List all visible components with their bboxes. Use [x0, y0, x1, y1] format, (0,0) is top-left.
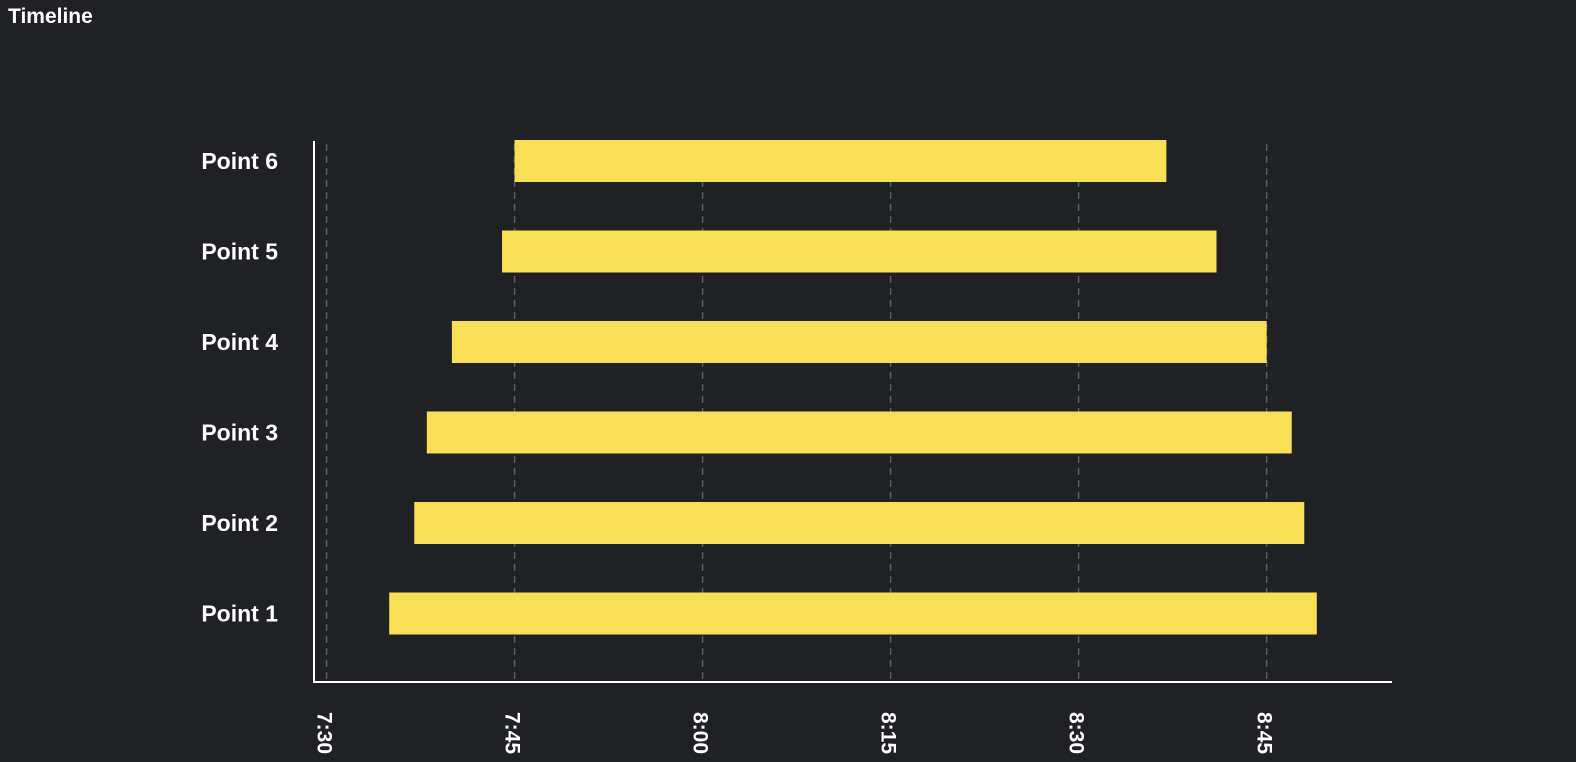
x-tick-label: 8:45 — [1253, 712, 1276, 754]
x-tick-label: 7:30 — [313, 712, 336, 754]
y-category-label: Point 4 — [201, 329, 278, 355]
y-category-label: Point 5 — [201, 239, 278, 265]
y-category-label: Point 3 — [201, 420, 278, 446]
bar-point-5 — [502, 230, 1217, 273]
y-category-label: Point 2 — [201, 510, 278, 536]
bar-point-1 — [389, 592, 1317, 635]
x-tick-label: 8:30 — [1065, 712, 1088, 754]
bar-point-4 — [451, 321, 1267, 363]
x-tick-label: 8:00 — [689, 712, 712, 754]
x-tick-label: 8:15 — [877, 712, 900, 754]
bar-point-2 — [414, 502, 1305, 544]
chart-title: Timeline — [8, 5, 93, 28]
y-category-label: Point 1 — [201, 601, 278, 627]
y-category-label: Point 6 — [201, 148, 278, 174]
bar-point-3 — [426, 411, 1292, 454]
bars — [389, 140, 1317, 635]
axes — [313, 141, 1392, 683]
labels: 7:30 7:45 8:00 8:15 8:30 8:45 Point 6 Point 5 Po… — [201, 148, 1275, 754]
x-tick-label: 7:45 — [501, 712, 524, 754]
bar-point-6 — [514, 140, 1167, 182]
